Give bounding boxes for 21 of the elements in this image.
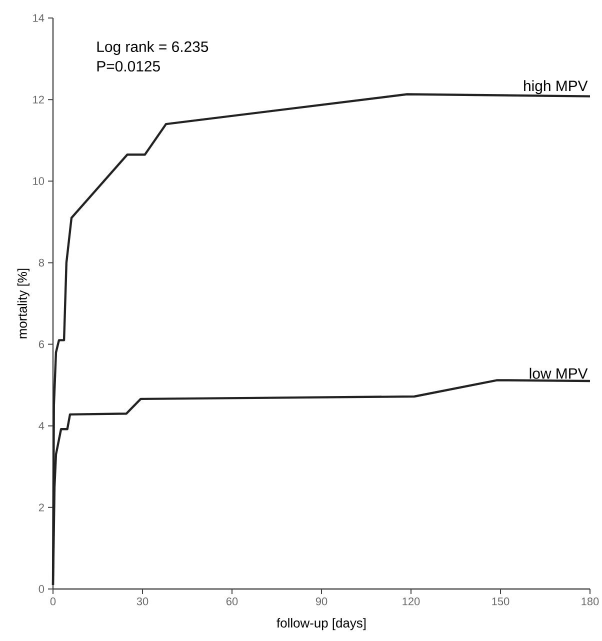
x-tick-label: 180	[581, 598, 598, 606]
series-label: high MPV	[524, 80, 588, 94]
annotation: P=0.0125	[97, 60, 160, 72]
y-tick-label: 12	[32, 96, 44, 104]
y-tick-label: 4	[38, 422, 44, 430]
y-tick-label: 8	[38, 258, 44, 267]
x-tick-label: 120	[402, 598, 420, 606]
annotation: Log rank = 6.235	[97, 41, 208, 55]
x-tick-label: 0	[50, 598, 56, 606]
x-tick-label: 90	[316, 598, 327, 606]
y-tick-label: 6	[38, 340, 44, 348]
series-label: low MPV	[530, 368, 588, 379]
x-tick-label: 30	[136, 598, 148, 606]
y-axis-title: mortality [%]	[17, 268, 30, 338]
y-tick-label: 2	[38, 504, 44, 512]
y-tick-label: 0	[38, 585, 44, 593]
x-tick-label: 60	[226, 598, 238, 606]
x-tick-label: 150	[492, 598, 509, 606]
x-axis-title: follow-up [days]	[276, 618, 366, 630]
y-tick-label: 14	[32, 14, 44, 22]
y-tick-label: 10	[32, 177, 44, 186]
